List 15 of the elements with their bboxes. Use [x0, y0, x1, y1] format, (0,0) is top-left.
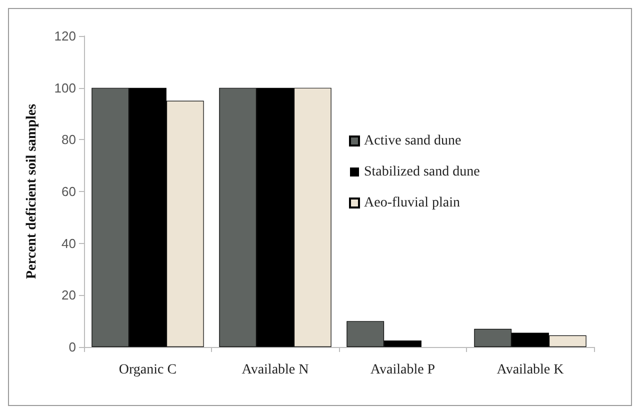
y-tick-label: 60 [62, 184, 76, 199]
legend-label: Active sand dune [364, 134, 462, 148]
y-tick-label: 20 [62, 288, 76, 303]
y-tick-label: 0 [68, 340, 76, 354]
x-tick-label: Available K [496, 362, 564, 378]
y-tick-label: 40 [62, 236, 76, 251]
x-tick-label: Available P [370, 362, 436, 378]
legend-label: Stabilized sand dune [364, 164, 480, 180]
y-axis-title: Percent deficient soil samples [24, 103, 40, 280]
y-tick-label: 120 [54, 28, 76, 44]
y-tick-label: 100 [54, 80, 76, 96]
legend-label: Aeo-fluvial plain [364, 196, 460, 210]
x-tick-label: Organic C [118, 362, 177, 378]
y-tick-label: 80 [62, 132, 76, 148]
x-tick-label: Available N [242, 362, 309, 378]
